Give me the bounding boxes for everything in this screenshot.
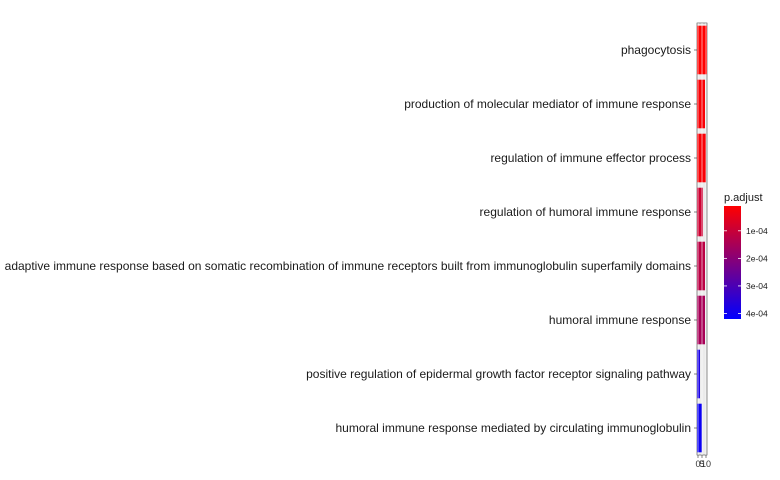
bar — [697, 187, 703, 237]
category-label: humoral immune response mediated by circ… — [335, 421, 691, 435]
x-tick-label: 10 — [701, 459, 711, 469]
category-labels: phagocytosis production of molecular medi… — [5, 43, 697, 435]
legend-tick-label: 1e-04 — [746, 226, 768, 236]
legend-tick-label: 3e-04 — [746, 281, 768, 291]
bar — [697, 79, 705, 129]
category-label: regulation of humoral immune response — [480, 205, 692, 219]
category-label: positive regulation of epidermal growth … — [306, 367, 691, 381]
bar — [697, 403, 702, 453]
bar — [697, 241, 705, 291]
legend-tick-label: 2e-04 — [746, 253, 768, 263]
category-label: adaptive immune response based on somati… — [5, 259, 691, 273]
legend-tick-label: 4e-04 — [746, 308, 768, 318]
category-label: humoral immune response — [549, 313, 691, 327]
legend-ticks: 1e-04 2e-04 3e-04 4e-04 — [724, 226, 768, 318]
x-tick-label: 5 — [699, 459, 704, 469]
category-label: production of molecular mediator of immu… — [404, 97, 691, 111]
bar — [697, 295, 705, 345]
category-label: phagocytosis — [621, 43, 691, 57]
legend-colorbar — [724, 206, 741, 319]
legend: p.adjust 1e-04 2e-04 3e-04 4e-04 — [724, 192, 768, 319]
bar — [697, 349, 700, 399]
category-label: regulation of immune effector process — [490, 151, 691, 165]
bar — [697, 133, 706, 183]
legend-title: p.adjust — [724, 192, 763, 204]
x-tick-label: 0 — [695, 459, 700, 469]
